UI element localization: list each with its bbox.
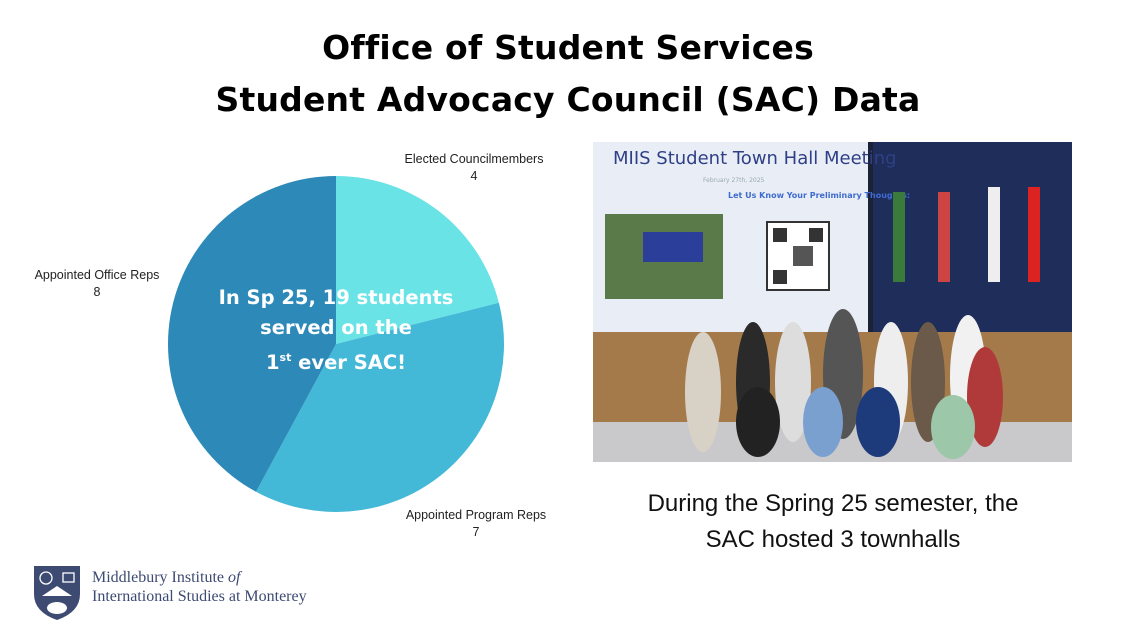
title-line-2: Student Advocacy Council (SAC) Data [215,80,921,119]
pie-label-name: Elected Councilmembers [404,152,544,166]
screen-prompt: Let Us Know Your Preliminary Thoughts: [728,191,910,200]
pie-label-value: 7 [472,525,480,539]
screen-date: February 27th, 2025 [703,177,765,184]
pie-label-name: Appointed Office Reps [34,268,160,282]
logo-line-2: International Studies at Monterey [92,588,307,605]
people [685,309,1003,459]
logo-italic: of [227,569,241,586]
pie-label-office: Appointed Office Reps 8 [0,267,194,301]
pie-label-name: Appointed Program Reps [405,508,547,522]
annotation-rest: ever SAC! [291,351,407,374]
caption-line-1: During the Spring 25 semester, the [647,490,1019,517]
pie-chart [167,175,504,512]
annotation-line-2: served on the [260,316,412,339]
photo-illustration: MIIS Student Town Hall Meeting February … [593,142,1072,462]
pie-label-program: Appointed Program Reps 7 [376,507,576,541]
pie-slice-elected-councilmembers [336,176,499,344]
logo-line-1: Middlebury Institute [92,569,224,586]
annotation-line-3: 1st ever SAC! [206,343,466,378]
town-hall-photo: MIIS Student Town Hall Meeting February … [593,142,1072,462]
caption-line-2: SAC hosted 3 townhalls [705,526,961,553]
pie-label-elected: Elected Councilmembers 4 [374,151,574,185]
logo-text: Middlebury Institute of International St… [92,568,307,606]
pie-annotation: In Sp 25, 19 students served on the 1st … [206,283,466,378]
annotation-sup: st [279,351,292,364]
annotation-ordinal: 1 [265,351,280,374]
screen-title: MIIS Student Town Hall Meeting [613,148,897,169]
shield-seal-icon [34,566,80,620]
pie-label-value: 8 [93,285,101,299]
pie-slice-appointed-program-reps [256,302,504,512]
pie-label-value: 4 [470,169,478,183]
institution-logo: Middlebury Institute of International St… [30,562,330,622]
pie-slice-appointed-office-reps [167,175,336,492]
townhall-caption: During the Spring 25 semester, the SAC h… [600,486,1066,558]
annotation-line-1: In Sp 25, 19 students [218,286,454,309]
title-line-1: Office of Student Services [322,28,814,67]
